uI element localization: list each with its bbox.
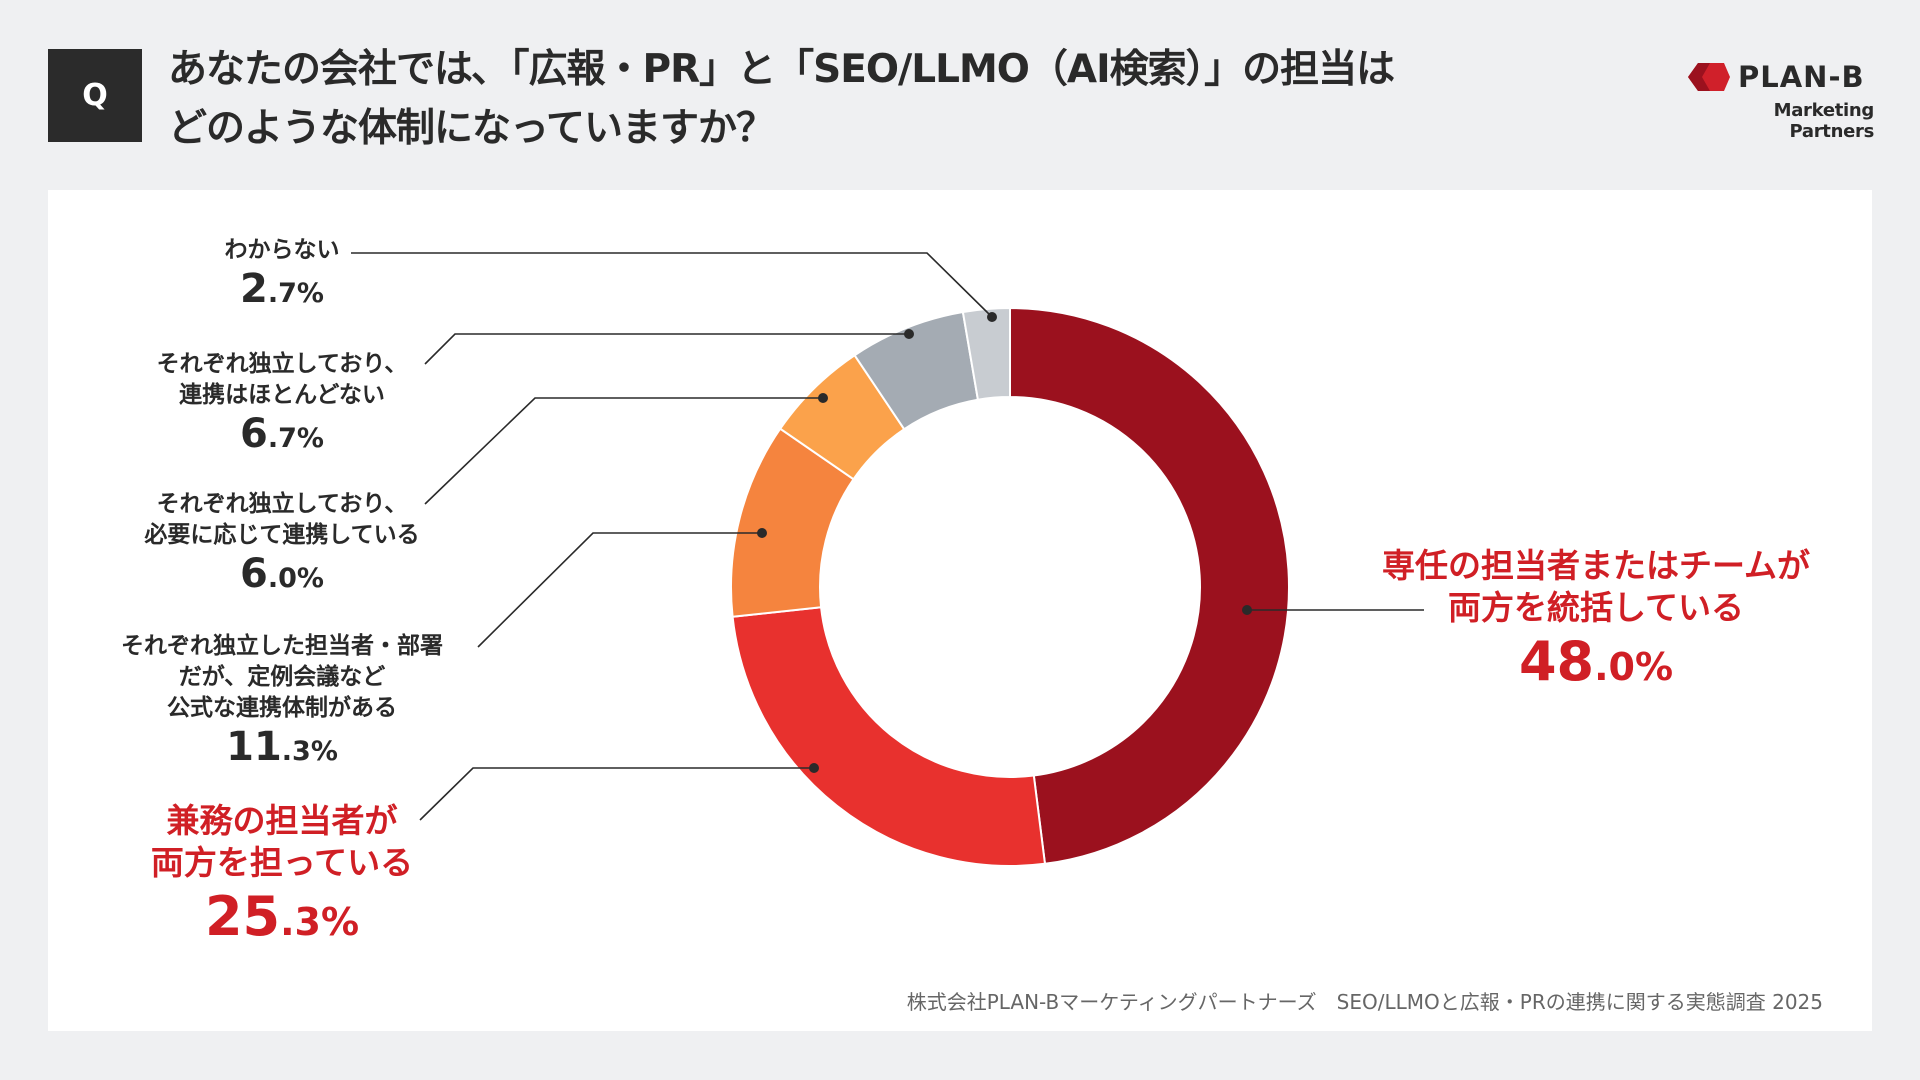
leader-dot	[1242, 605, 1252, 615]
slice-label: それぞれ独立しており、 連携はほとんどない 6.7%	[157, 349, 408, 462]
value-decimal: .3%	[280, 900, 360, 944]
slice-label-text: 両方を担っている	[150, 843, 414, 882]
leader-line	[477, 532, 762, 648]
logo-tagline: Marketing Partners	[1773, 100, 1875, 142]
slice-value: 11.3%	[121, 724, 443, 775]
donut-slice	[961, 306, 1011, 401]
logo-mark-icon	[1688, 63, 1730, 91]
leader-dot	[809, 763, 819, 773]
leader-line	[424, 397, 823, 505]
leader-dot	[987, 312, 997, 322]
slice-label: それぞれ独立した担当者・部署 だが、定例会議など 公式な連携体制がある 11.3%	[121, 631, 443, 775]
question-badge: Q	[48, 49, 142, 142]
leader-dot	[904, 329, 914, 339]
slice-label-text: 兼務の担当者が	[166, 801, 398, 840]
leader-line	[419, 767, 814, 821]
value-int: 48	[1518, 630, 1595, 693]
slice-label-text: それぞれ独立しており、	[156, 351, 408, 377]
slice-value: 2.7%	[225, 266, 340, 317]
slice-label-text: 公式な連携体制がある	[167, 695, 397, 721]
slice-label-text: それぞれ独立した担当者・部署	[121, 633, 443, 659]
logo: PLAN-B Marketing Partners	[1688, 60, 1874, 142]
slice-label: 専任の担当者またはチームが 両方を統括している 48.0%	[1382, 545, 1810, 700]
slice-value: 25.3%	[151, 884, 413, 955]
leader-dot	[757, 528, 767, 538]
source-footer: 株式会社PLAN-Bマーケティングパートナーズ SEO/LLMOと広報・PRの連…	[906, 990, 1823, 1014]
leader-line	[424, 333, 909, 365]
slice-label-text: わからない	[224, 237, 340, 263]
slice-label-text: 必要に応じて連携している	[144, 522, 420, 548]
slice-label-text: それぞれ独立しており、	[156, 491, 408, 517]
value-int: 25	[204, 885, 281, 948]
value-decimal: .0%	[267, 563, 324, 594]
value-decimal: .7%	[267, 278, 324, 309]
slice-label: 兼務の担当者が 両方を担っている 25.3%	[151, 800, 413, 955]
value-int: 11	[226, 724, 282, 770]
leader-line	[351, 252, 993, 318]
title-line-1: あなたの会社では､「広報・PR」と「SEO/LLMO（AI検索）」の担当は	[168, 47, 1395, 92]
value-decimal: .0%	[1594, 645, 1674, 689]
value-int: 6	[240, 411, 268, 457]
value-decimal: .7%	[267, 423, 324, 454]
donut-slice	[731, 606, 1047, 867]
slice-label-text: だが、定例会議など	[178, 664, 386, 690]
value-decimal: .3%	[281, 736, 338, 767]
value-int: 6	[240, 551, 268, 597]
logo-name: PLAN-B	[1738, 60, 1865, 94]
slice-label-text: 両方を統括している	[1447, 588, 1745, 627]
slice-value: 48.0%	[1382, 629, 1810, 700]
value-int: 2	[240, 266, 268, 312]
slice-value: 6.0%	[144, 551, 419, 602]
slice-label-text: 連携はほとんどない	[179, 382, 385, 408]
page-title: あなたの会社では､「広報・PR」と「SEO/LLMO（AI検索）」の担当は どの…	[168, 40, 1395, 158]
leader-dot	[818, 393, 828, 403]
title-line-2: どのような体制になっていますか？	[168, 106, 775, 151]
donut-slice	[1009, 306, 1290, 865]
slice-label: それぞれ独立しており、 必要に応じて連携している 6.0%	[144, 489, 419, 602]
slice-label-text: 専任の担当者またはチームが	[1381, 546, 1811, 585]
slice-value: 6.7%	[157, 411, 408, 462]
slice-label: わからない 2.7%	[225, 235, 340, 317]
